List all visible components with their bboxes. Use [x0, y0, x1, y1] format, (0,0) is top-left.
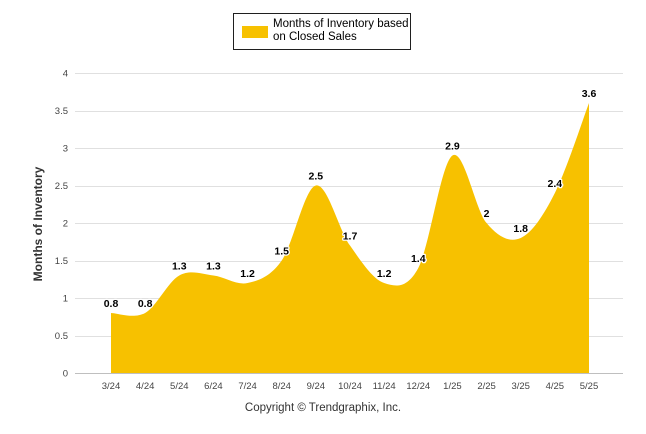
- data-label: 2.9: [445, 141, 460, 153]
- x-tick-label: 2/25: [477, 381, 496, 392]
- y-tick-label: 3.5: [55, 106, 68, 117]
- data-label: 0.8: [138, 298, 153, 310]
- area-fill: [111, 103, 589, 373]
- legend: Months of Inventory based on Closed Sale…: [233, 13, 411, 50]
- x-tick-label: 3/24: [102, 381, 121, 392]
- data-label: 1.3: [206, 261, 221, 273]
- y-tick-label: 3: [63, 144, 68, 155]
- x-tick-label: 9/24: [307, 381, 326, 392]
- x-tick-label: 1/25: [443, 381, 462, 392]
- data-label: 0.8: [104, 298, 119, 310]
- data-label: 1.2: [240, 268, 255, 280]
- x-tick-label: 4/24: [136, 381, 155, 392]
- y-tick-labels: 0 0.5 1 1.5 2 2.5 3 3.5 4: [55, 69, 68, 380]
- y-tick-label: 2: [63, 219, 68, 230]
- data-label: 1.4: [411, 253, 426, 265]
- data-label: 2: [484, 208, 490, 220]
- x-tick-label: 5/25: [580, 381, 599, 392]
- x-tick-label: 11/24: [373, 381, 396, 392]
- y-tick-label: 0.5: [55, 331, 68, 342]
- y-tick-label: 1.5: [55, 256, 68, 267]
- data-label: 1.2: [377, 268, 392, 280]
- y-tick-label: 2.5: [55, 181, 68, 192]
- x-tick-labels: 3/24 4/24 5/24 6/24 7/24 8/24 9/24 10/24 11/24 12…: [102, 381, 599, 392]
- y-axis-title: Months of Inventory: [31, 166, 45, 282]
- x-tick-label: 7/24: [238, 381, 257, 392]
- x-tick-label: 4/25: [546, 381, 565, 392]
- data-label: 1.8: [513, 223, 528, 235]
- data-label: 3.6: [582, 88, 597, 100]
- legend-swatch: [242, 26, 268, 38]
- x-tick-label: 6/24: [204, 381, 223, 392]
- x-tick-label: 5/24: [170, 381, 189, 392]
- data-label: 1.3: [172, 261, 187, 273]
- area-series: [111, 103, 589, 373]
- legend-label-line1: Months of Inventory based: [273, 18, 409, 30]
- y-tick-label: 1: [63, 294, 68, 305]
- data-label: 2.5: [309, 171, 324, 183]
- data-label: 1.7: [343, 231, 358, 243]
- x-tick-label: 3/25: [511, 381, 530, 392]
- legend-label: Months of Inventory based on Closed Sale…: [273, 18, 409, 44]
- data-labels: 0.8 0.8 1.3 1.3 1.2 1.5 2.5 1.7 1.2 1.4 2.9 2 1.8 2.4…: [102, 87, 597, 312]
- x-tick-label: 10/24: [338, 381, 362, 392]
- copyright: Copyright © Trendgraphix, Inc.: [244, 402, 402, 414]
- data-label: 1.5: [274, 246, 289, 258]
- y-tick-label: 4: [63, 69, 68, 80]
- legend-label-line2: on Closed Sales: [273, 31, 357, 43]
- x-tick-label: 12/24: [406, 381, 430, 392]
- data-label: 2.4: [548, 178, 563, 190]
- y-tick-label: 0: [63, 369, 68, 380]
- x-tick-label: 8/24: [272, 381, 291, 392]
